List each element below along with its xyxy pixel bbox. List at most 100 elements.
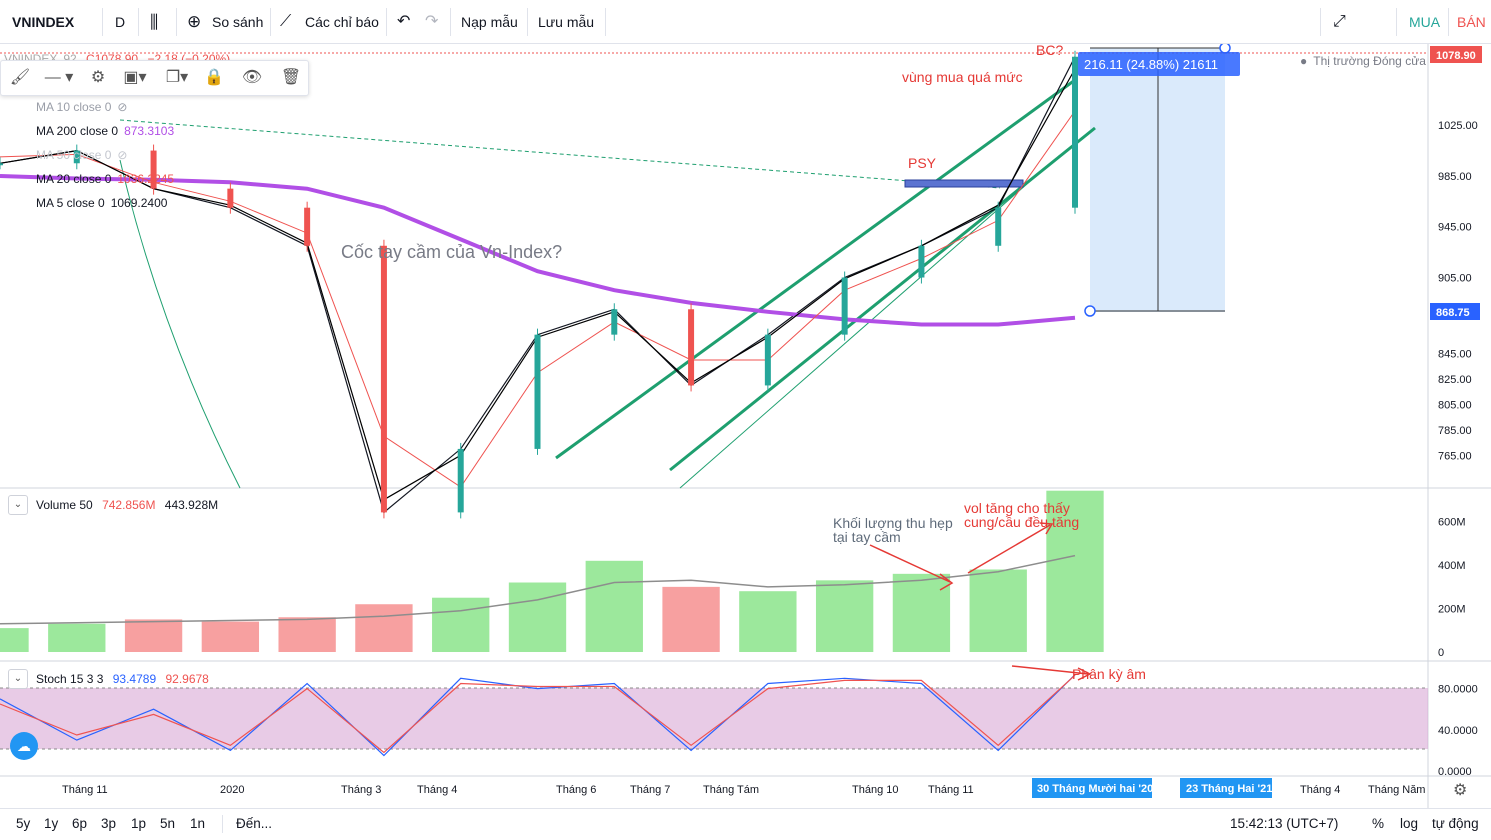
time-tick: Tháng Năm [1368, 784, 1425, 796]
market-status-text: Thị trường Đóng cửa [1313, 54, 1426, 68]
range-1p[interactable]: 1p [131, 816, 147, 831]
interval-button[interactable]: D [115, 14, 126, 30]
overbought-label: vùng mua quá mức [902, 69, 1023, 85]
stoch-collapse-icon[interactable]: ⌄ [8, 669, 28, 689]
candle-body [304, 207, 311, 246]
ma50-legend[interactable]: MA 50 close 0 ⊘ [36, 148, 133, 162]
trash-icon[interactable]: 🗑 [280, 69, 302, 86]
candle-body [227, 188, 234, 208]
ma10-label: MA 10 close 0 [36, 100, 112, 114]
save-template-button[interactable]: Lưu mẫu [538, 14, 595, 30]
time-tick: Tháng 6 [556, 784, 596, 796]
candle-body [0, 163, 3, 166]
ma20-legend[interactable]: MA 20 close 0 1036.2245 [36, 172, 180, 186]
candle-body [764, 334, 771, 386]
candle-body [380, 245, 387, 513]
percent-toggle[interactable]: % [1372, 816, 1385, 831]
indicators-icon[interactable]: ⟋ [280, 13, 292, 30]
vol-up-label-2: cung/cầu đều tăng [964, 514, 1079, 530]
indicators-button[interactable]: Các chỉ báo [305, 14, 379, 30]
range-1y[interactable]: 1y [44, 816, 59, 831]
gear-icon[interactable]: ⚙ [90, 69, 106, 86]
ma5-label: MA 5 close 0 [36, 196, 105, 210]
compare-plus-icon[interactable]: ⊕ [187, 12, 202, 31]
ma200-label: MA 200 close 0 [36, 124, 119, 138]
symbol-button[interactable]: VNINDEX [12, 14, 75, 30]
range-5n[interactable]: 5n [160, 816, 176, 831]
psy-label: PSY [908, 155, 937, 171]
axis-settings-icon[interactable]: ⚙ [1453, 782, 1468, 799]
volume-bar [508, 582, 567, 652]
range-6p[interactable]: 6p [72, 816, 88, 831]
psy-box [904, 179, 1024, 188]
clock: 15:42:13 (UTC+7) [1230, 816, 1339, 831]
time-tick: 2020 [220, 784, 244, 796]
compare-button[interactable]: So sánh [212, 14, 264, 30]
ma200-value: 873.3103 [124, 124, 175, 138]
ma5-value: 1069.2400 [110, 196, 168, 210]
range-5y[interactable]: 5y [16, 816, 31, 831]
time-tick: Tháng 11 [62, 784, 108, 796]
top-toolbar: VNINDEX D ⫼ ⊕ So sánh ⟋ Các chỉ báo ↶ ↷ … [0, 0, 1491, 44]
eye-icon[interactable]: 👁 [241, 69, 263, 86]
hidden-eye-icon[interactable]: ⊘ [117, 100, 128, 114]
log-toggle[interactable]: log [1400, 816, 1419, 831]
stoch-k-line [0, 674, 1076, 757]
ma10-legend[interactable]: MA 10 close 0 ⊘ [36, 100, 133, 114]
series-line-1 [0, 174, 1076, 327]
volume-tick: 0 [1438, 647, 1444, 659]
time-tick: Tháng 11 [928, 784, 974, 796]
load-template-button[interactable]: Nạp mẫu [461, 14, 518, 30]
time-tick: Tháng 10 [852, 784, 898, 796]
candle-body [918, 245, 925, 278]
price-tick: 985.00 [1438, 171, 1472, 183]
arc-line [119, 159, 241, 489]
range-3p[interactable]: 3p [101, 816, 117, 831]
fill-color-icon[interactable]: 🖌 [9, 69, 31, 86]
stoch-tick: 40.0000 [1438, 725, 1478, 737]
volume-collapse-icon[interactable]: ⌄ [8, 495, 28, 515]
volume-bar [278, 617, 336, 652]
hidden-eye-icon-2[interactable]: ⊘ [117, 148, 128, 162]
ma5-legend[interactable]: MA 5 close 0 1069.2400 [36, 196, 173, 210]
time-tick: Tháng 3 [341, 784, 381, 796]
volume-bar [815, 580, 874, 652]
lock-icon[interactable]: 🔒 [204, 69, 224, 86]
buy-button[interactable]: MUA [1409, 14, 1441, 30]
template-icon[interactable]: ▣▾ [123, 69, 147, 86]
candle-body [534, 334, 541, 449]
measure-handle-bottom [1084, 305, 1096, 317]
sell-button[interactable]: BÁN [1457, 14, 1486, 30]
price-tick: 1025.00 [1438, 120, 1478, 132]
cup-handle-label: Cốc tay cầm của Vn-Index? [341, 242, 562, 262]
volume-label: Volume 50 [36, 498, 93, 512]
ma200-legend[interactable]: MA 200 close 0 873.3103 [36, 124, 180, 138]
line-style-icon[interactable]: — ▾ [44, 69, 74, 86]
time-tick: Tháng Tám [703, 784, 759, 796]
vol-low-label-2: tại tay cầm [833, 529, 901, 545]
ma20-value: 1036.2245 [117, 172, 175, 186]
redo-icon[interactable]: ↷ [425, 13, 439, 30]
candle-body [688, 309, 695, 386]
measure-label: 216.11 (24.88%) 21611 [1084, 57, 1218, 72]
range-1n[interactable]: 1n [190, 816, 206, 831]
candle-style-icon[interactable]: ⫼ [150, 12, 159, 32]
clone-icon[interactable]: ❐▾ [165, 69, 189, 86]
trend-dashed [119, 119, 1001, 189]
fullscreen-icon[interactable]: ⤢ [1333, 13, 1346, 30]
stoch-k-value: 93.4789 [112, 672, 157, 686]
market-status: ● Thị trường Đóng cửa [1300, 54, 1432, 68]
candle-body [611, 309, 618, 335]
volume-tick: 200M [1438, 604, 1466, 616]
channel-lower [669, 126, 1096, 472]
volume-bar [892, 573, 951, 652]
stoch-d-value: 92.9678 [165, 672, 209, 686]
vol-low-label-1: Khối lượng thu hẹp [833, 515, 953, 531]
candle-body [457, 448, 464, 513]
level-price-tag [1430, 303, 1480, 320]
goto-date-button[interactable]: Đến... [236, 816, 273, 831]
undo-icon[interactable]: ↶ [397, 13, 411, 30]
auto-toggle[interactable]: tự động [1432, 816, 1479, 831]
tv-logo-icon[interactable]: ☁ [10, 732, 38, 760]
